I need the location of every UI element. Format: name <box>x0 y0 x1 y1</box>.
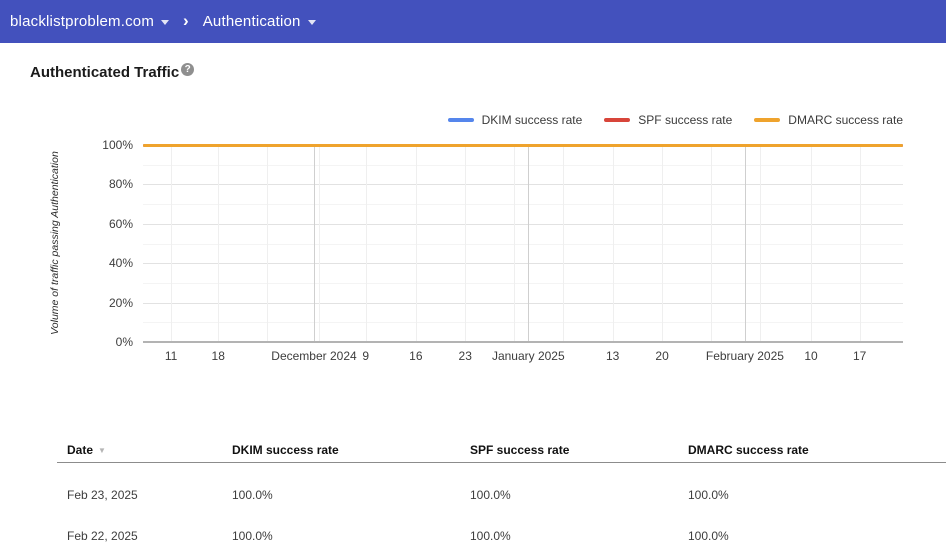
breadcrumb-separator-icon: › <box>183 11 189 31</box>
x-axis-line <box>143 341 903 343</box>
chevron-down-icon <box>308 20 316 25</box>
x-gridline-week <box>613 145 614 342</box>
y-gridline <box>143 303 903 304</box>
x-gridline-week <box>218 145 219 342</box>
y-tick-label: 40% <box>85 255 133 271</box>
x-gridline-month <box>745 145 746 342</box>
x-gridline-week <box>811 145 812 342</box>
cell-dkim: 100.0% <box>232 488 470 502</box>
table-row[interactable]: Feb 23, 2025100.0%100.0%100.0% <box>67 474 946 515</box>
chevron-down-icon <box>161 20 169 25</box>
x-gridline-month <box>528 145 529 342</box>
legend-label-spf: SPF success rate <box>638 113 732 127</box>
x-gridline-week <box>319 145 320 342</box>
cell-date: Feb 23, 2025 <box>67 488 232 502</box>
y-axis-title: Volume of traffic passing Authentication <box>49 128 63 358</box>
legend-label-dmarc: DMARC success rate <box>788 113 903 127</box>
table-row[interactable]: Feb 22, 2025100.0%100.0%100.0% <box>67 515 946 553</box>
y-gridline <box>143 224 903 225</box>
x-gridline-week <box>465 145 466 342</box>
column-header-date[interactable]: Date▼ <box>67 443 232 457</box>
chart-legend: DKIM success rate SPF success rate DMARC s… <box>448 113 903 127</box>
app-bar: blacklistproblem.com › Authentication <box>0 0 946 43</box>
column-header-dkim[interactable]: DKIM success rate <box>232 443 470 457</box>
y-gridline <box>143 165 903 166</box>
y-gridline <box>143 204 903 205</box>
x-gridline-week <box>760 145 761 342</box>
legend-item-dmarc[interactable]: DMARC success rate <box>754 113 903 127</box>
y-gridline <box>143 184 903 185</box>
y-tick-label: 100% <box>85 137 133 153</box>
table-header: Date▼ DKIM success rate SPF success rate… <box>67 438 946 462</box>
x-gridline-week <box>563 145 564 342</box>
y-tick-label: 20% <box>85 295 133 311</box>
page-title: Authenticated Traffic? <box>30 64 194 81</box>
section-selector-label: Authentication <box>203 13 301 30</box>
cell-spf: 100.0% <box>470 529 688 543</box>
x-gridline-month <box>314 145 315 342</box>
table-header-divider <box>57 462 946 463</box>
domain-selector[interactable]: blacklistproblem.com <box>10 13 169 30</box>
cell-dkim: 100.0% <box>232 529 470 543</box>
domain-selector-label: blacklistproblem.com <box>10 13 154 30</box>
series-line-dmarc <box>143 144 903 147</box>
plot-area <box>143 145 903 342</box>
x-gridline-week <box>267 145 268 342</box>
y-tick-label: 80% <box>85 176 133 192</box>
cell-dmarc: 100.0% <box>688 529 946 543</box>
cell-dmarc: 100.0% <box>688 488 946 502</box>
cell-date: Feb 22, 2025 <box>67 529 232 543</box>
x-gridline-week <box>514 145 515 342</box>
y-gridline <box>143 244 903 245</box>
x-gridline-week <box>366 145 367 342</box>
cell-spf: 100.0% <box>470 488 688 502</box>
page-title-text: Authenticated Traffic <box>30 64 179 81</box>
legend-swatch-spf-icon <box>604 118 630 122</box>
x-tick-label: 17 <box>800 348 920 364</box>
authenticated-traffic-chart: DKIM success rate SPF success rate DMARC s… <box>0 100 946 375</box>
y-gridline <box>143 322 903 323</box>
x-gridline-week <box>416 145 417 342</box>
x-gridline-week <box>662 145 663 342</box>
y-gridline <box>143 283 903 284</box>
y-gridline <box>143 263 903 264</box>
x-gridline-week <box>171 145 172 342</box>
column-header-dmarc[interactable]: DMARC success rate <box>688 443 946 457</box>
legend-swatch-dkim-icon <box>448 118 474 122</box>
column-header-spf[interactable]: SPF success rate <box>470 443 688 457</box>
table-body: Feb 23, 2025100.0%100.0%100.0%Feb 22, 20… <box>67 474 946 553</box>
x-gridline-week <box>860 145 861 342</box>
legend-swatch-dmarc-icon <box>754 118 780 122</box>
legend-item-dkim[interactable]: DKIM success rate <box>448 113 583 127</box>
legend-item-spf[interactable]: SPF success rate <box>604 113 732 127</box>
help-icon[interactable]: ? <box>181 63 194 76</box>
section-selector[interactable]: Authentication <box>203 13 316 30</box>
y-tick-label: 60% <box>85 216 133 232</box>
legend-label-dkim: DKIM success rate <box>482 113 583 127</box>
x-gridline-week <box>711 145 712 342</box>
sort-descending-icon: ▼ <box>98 446 106 455</box>
